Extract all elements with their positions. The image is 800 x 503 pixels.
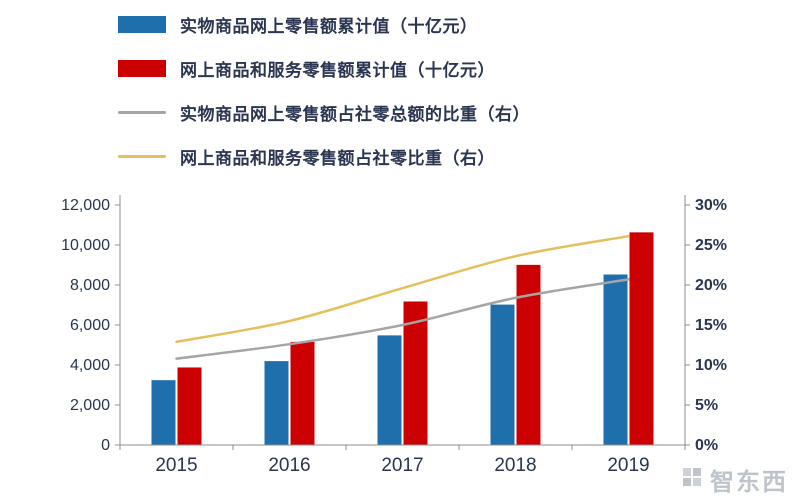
left-axis-tick-label: 12,000	[61, 197, 110, 214]
legend-swatch-yellow-line	[118, 154, 166, 158]
right-axis-tick-label: 5%	[695, 397, 718, 414]
right-axis-tick-label: 30%	[695, 197, 727, 214]
legend-item: 实物商品网上零售额占社零总额的比重（右）	[118, 94, 530, 130]
right-axis-tick-label: 15%	[695, 317, 727, 334]
bar-series-0	[377, 335, 402, 445]
x-axis-category-label: 2016	[268, 455, 310, 476]
right-axis-tick-label: 20%	[695, 277, 727, 294]
x-axis-category-label: 2018	[494, 455, 536, 476]
left-axis-tick-label: 0	[101, 437, 110, 454]
right-axis-tick-label: 10%	[695, 357, 727, 374]
bar-series-0	[264, 361, 289, 445]
bar-series-0	[151, 380, 176, 445]
bar-series-1	[516, 264, 541, 445]
watermark-text: 智东西	[710, 469, 788, 496]
line-series-0	[175, 278, 630, 360]
legend-item: 实物商品网上零售额累计值（十亿元）	[118, 6, 530, 42]
bar-series-1	[403, 301, 428, 445]
bar-series-1	[629, 232, 654, 445]
left-axis-tick-label: 4,000	[70, 357, 110, 374]
left-axis-tick-label: 8,000	[70, 277, 110, 294]
legend-label: 实物商品网上零售额占社零总额的比重（右）	[180, 104, 530, 124]
left-axis-tick-label: 6,000	[70, 317, 110, 334]
watermark: 智东西	[682, 462, 788, 497]
bar-series-0	[490, 304, 515, 445]
legend: 实物商品网上零售额累计值（十亿元） 网上商品和服务零售额累计值（十亿元） 实物商…	[118, 6, 530, 182]
legend-label: 网上商品和服务零售额占社零比重（右）	[180, 148, 495, 168]
x-axis-category-label: 2017	[381, 455, 423, 476]
x-axis-category-label: 2015	[155, 455, 197, 476]
left-axis-tick-label: 10,000	[61, 237, 110, 254]
x-axis-category-label: 2019	[607, 455, 649, 476]
legend-swatch-red-bar	[118, 59, 166, 77]
legend-label: 实物商品网上零售额累计值（十亿元）	[180, 16, 478, 36]
right-axis-tick-label: 25%	[695, 237, 727, 254]
bar-series-1	[177, 367, 202, 445]
bar-series-1	[290, 341, 315, 445]
legend-item: 网上商品和服务零售额累计值（十亿元）	[118, 50, 530, 86]
left-axis-tick-label: 2,000	[70, 397, 110, 414]
legend-label: 网上商品和服务零售额累计值（十亿元）	[180, 60, 495, 80]
legend-swatch-gray-line	[118, 110, 166, 114]
legend-swatch-blue-bar	[118, 15, 166, 33]
bar-series-0	[603, 274, 628, 445]
right-axis-tick-label: 0%	[695, 437, 718, 454]
legend-item: 网上商品和服务零售额占社零比重（右）	[118, 138, 530, 174]
line-series-1	[175, 234, 630, 344]
watermark-logo-icon	[682, 467, 702, 492]
